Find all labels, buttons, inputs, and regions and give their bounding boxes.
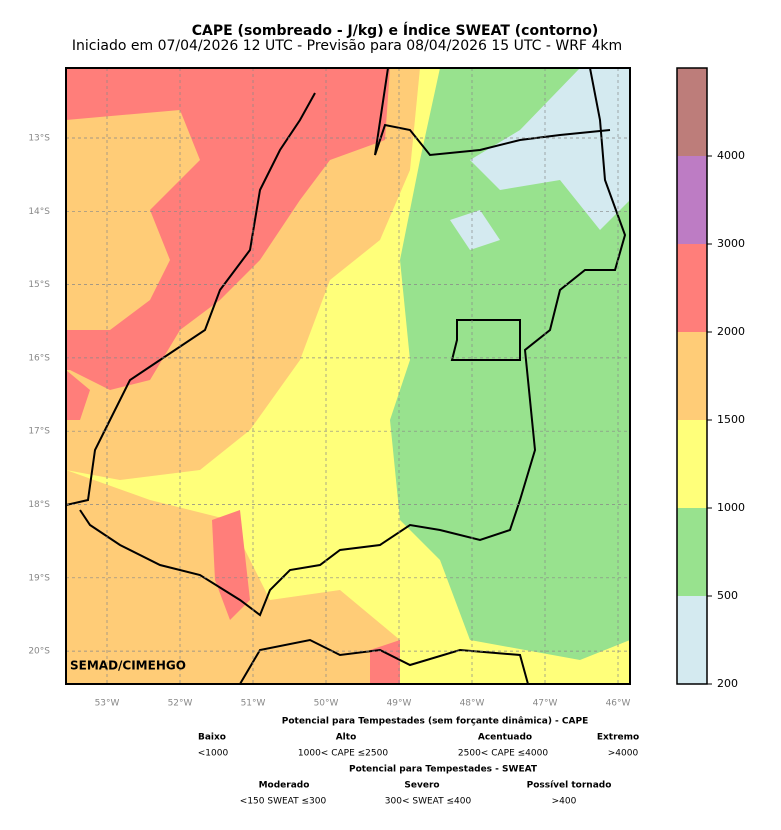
- colorbar-segment: [677, 68, 707, 156]
- colorbar-label: 1000: [717, 501, 745, 514]
- colorbar-segment: [677, 596, 707, 684]
- legend-range: 1000< CAPE ≤2500: [298, 749, 388, 759]
- lat-label: 20°S: [28, 647, 50, 657]
- legend: Baixo <1000 Alto 1000< CAPE ≤2500 Acentuado 2…: [198, 733, 639, 807]
- colorbar-frame: [676, 67, 708, 685]
- lon-label: 52°W: [168, 699, 193, 709]
- colorbar-segment: [677, 156, 707, 244]
- legend-range: <1000: [198, 749, 229, 759]
- lat-label: 16°S: [28, 353, 50, 363]
- lat-label: 13°S: [28, 134, 50, 144]
- legend-name: Alto: [336, 733, 357, 743]
- subtitle: Iniciado em 07/04/2026 12 UTC - Previsão…: [72, 38, 622, 54]
- legend-range: <150 SWEAT ≤300: [240, 797, 327, 807]
- legend-name: Baixo: [198, 733, 226, 743]
- lon-label: 53°W: [95, 699, 120, 709]
- lon-label: 48°W: [460, 699, 485, 709]
- lat-label: 17°S: [28, 427, 50, 437]
- lat-label: 14°S: [28, 207, 50, 217]
- colorbar-label: 500: [717, 589, 738, 602]
- legend-range: 300< SWEAT ≤400: [385, 797, 472, 807]
- legend-range: >400: [552, 797, 577, 807]
- colorbar: 200 500 1000 1500 2000 3000 4000: [676, 67, 745, 690]
- colorbar-label: 1500: [717, 413, 745, 426]
- legend-name: Possível tornado: [527, 781, 612, 791]
- lon-label: 46°W: [606, 699, 631, 709]
- colorbar-segment: [677, 508, 707, 596]
- lat-label: 15°S: [28, 280, 50, 290]
- lat-label: 18°S: [28, 500, 50, 510]
- colorbar-segment: [677, 244, 707, 332]
- watermark: SEMAD/CIMEHGO: [70, 659, 186, 673]
- legend-name: Acentuado: [478, 733, 532, 743]
- colorbar-label: 3000: [717, 237, 745, 250]
- legend-range: 2500< CAPE ≤4000: [458, 749, 548, 759]
- title: CAPE (sombreado - J/kg) e Índice SWEAT (…: [192, 22, 599, 39]
- colorbar-segment: [677, 332, 707, 420]
- legend-name: Extremo: [597, 733, 639, 743]
- legend-range: >4000: [608, 749, 639, 759]
- colorbar-label: 4000: [717, 149, 745, 162]
- legend-title: Potencial para Tempestades (sem forçante…: [282, 717, 589, 727]
- map-frame: [65, 67, 631, 685]
- lon-label: 51°W: [241, 699, 266, 709]
- legend-name: Severo: [404, 781, 439, 791]
- lon-label: 47°W: [533, 699, 558, 709]
- colorbar-segment: [677, 420, 707, 508]
- lon-label: 50°W: [314, 699, 339, 709]
- legend-name: Moderado: [259, 781, 310, 791]
- legend-title: Potencial para Tempestades - SWEAT: [349, 765, 538, 775]
- lon-label: 49°W: [387, 699, 412, 709]
- map-field: [66, 68, 630, 684]
- lat-label: 19°S: [28, 573, 50, 583]
- colorbar-label: 200: [717, 677, 738, 690]
- colorbar-label: 2000: [717, 325, 745, 338]
- graticule: 53°W 52°W 51°W 50°W 49°W 48°W 47°W 46°W 13°S 14°S…: [28, 68, 631, 709]
